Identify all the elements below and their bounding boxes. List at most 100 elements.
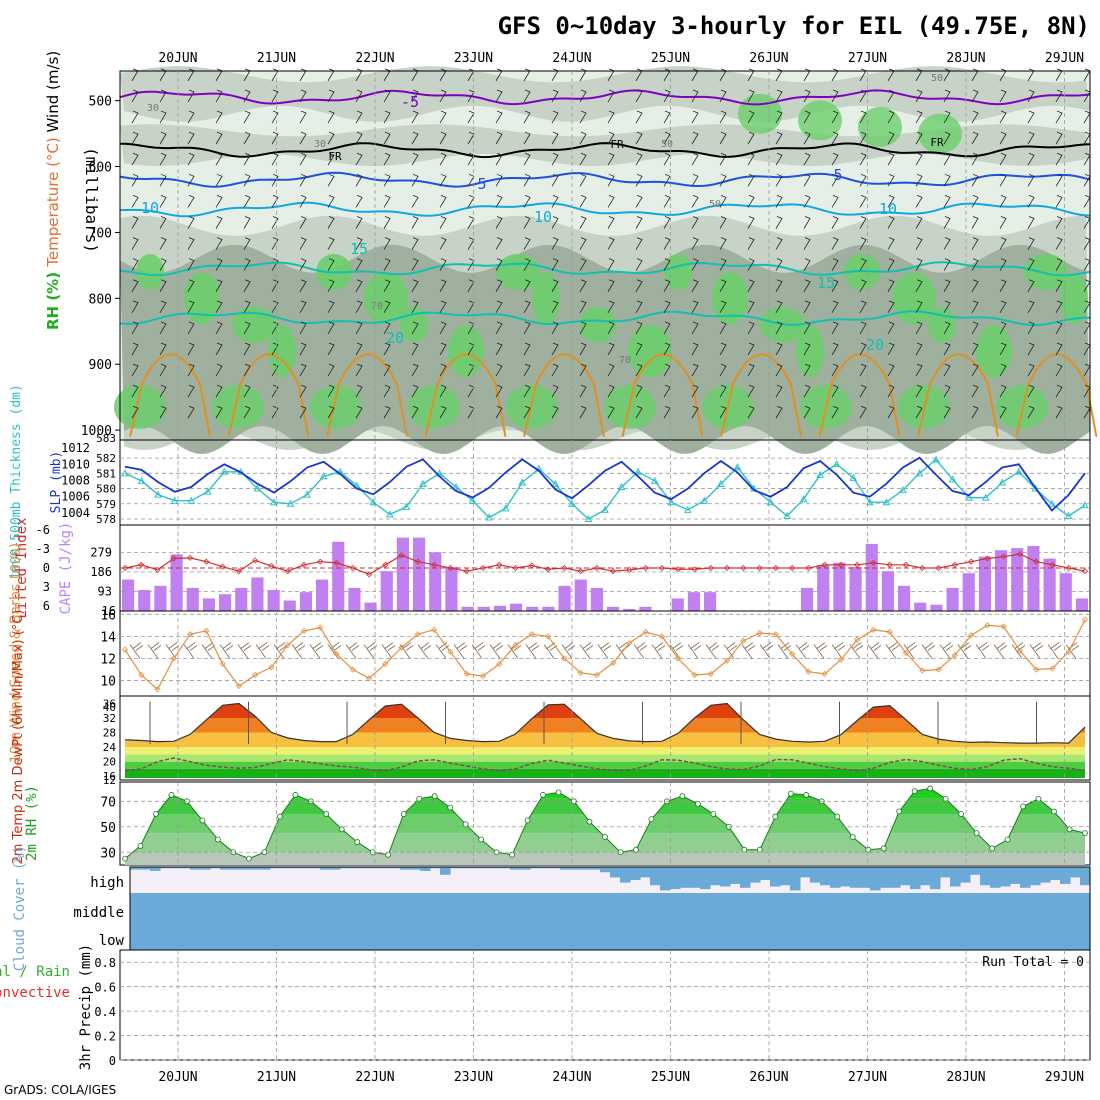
thickness-marker [203,487,212,495]
cloud-high-bar [520,867,531,870]
cloud-high-bar [240,867,251,870]
wind-barb [355,131,363,145]
wind-barb [803,384,811,398]
wind-barb [635,89,643,103]
wind-barb [187,195,195,208]
lifted-marker [170,555,177,562]
wind-barb [383,258,391,271]
lifted-marker [756,564,763,572]
wind-marker [414,631,421,638]
cape-bar [930,604,943,611]
series-dewpt-line [124,757,1086,772]
wind-marker [658,633,666,640]
wind-barb [691,195,699,208]
wind-barb [551,89,559,103]
cloud-high-bar [1020,867,1031,888]
rh-marker [710,811,717,817]
wind-barb [187,342,195,356]
wind-barb [747,279,755,292]
cloud-high-bar [320,867,331,870]
wind-barb [355,152,363,166]
wind-marker [642,628,649,636]
wind-barb [159,110,167,124]
wind-barb [327,237,335,250]
wind-barb [411,152,419,166]
wind-barb [607,384,615,398]
cape-bar [914,602,927,611]
wind-barb [831,279,839,292]
y-tick-label: 1004 [61,506,90,520]
wind-barb [1027,258,1035,271]
wind-marker [805,668,812,675]
thickness-marker [137,476,146,484]
wind-barb [831,384,839,398]
wind-barb [299,195,307,208]
wind-marker [138,671,145,679]
lifted-marker [984,555,991,562]
cloud-high-bar [220,867,231,870]
wind-barb [159,300,167,314]
wind-barb [775,195,783,208]
wind-barb [159,89,167,103]
wind-barb [579,152,587,166]
wind-barb [299,131,307,145]
contour-label: 30 [147,103,159,114]
wind-barb [187,152,195,166]
wind-barb [159,384,167,398]
thickness-marker [766,498,775,506]
wind-barb [635,342,643,356]
cape-bar [154,585,167,611]
wind-barb [495,384,503,398]
wind-barb [327,300,335,314]
wind-barb [523,131,531,145]
rh-marker [1035,795,1042,802]
y-tick-label: 20 [103,756,116,769]
wind-barb [579,216,587,229]
cloud-high-bar [730,867,741,884]
y-tick-label: 1010 [61,457,90,471]
wind-barb [1027,195,1035,208]
wind-barb [859,321,867,335]
cape-bar [881,571,894,611]
wind-barb [187,321,195,335]
y-tick-label: 578 [96,513,116,526]
wind-barb [747,384,755,398]
wind-barb [411,342,419,356]
cape-bar [671,598,684,611]
wind-barb [759,642,774,659]
wind-barb [131,321,139,335]
cloud-high-bar [710,867,721,886]
lifted-marker [463,568,470,575]
wind-barb [607,237,615,250]
cape-bar [186,587,199,611]
wind-barb [551,110,559,124]
wind-barb [887,321,895,335]
cloud-high-bar [260,867,271,870]
y-tick-label: 1006 [61,490,90,504]
wind-barb [215,321,223,335]
wind-barb [607,363,615,377]
wind-barb [719,131,727,145]
wind-barb [607,110,615,124]
wind-barb [607,405,615,419]
wind-barb [719,405,727,419]
cape-bar [413,537,426,611]
cape-bar [801,587,814,611]
cape-bar [493,605,506,611]
wind-barb [635,258,643,271]
thickness-marker [385,510,394,518]
wind-barb [887,342,895,356]
wind-barb [467,342,475,356]
isotherm-line [129,353,211,437]
wind-barb [495,300,503,314]
y-axis-label: 10m Wind Speed & Barbs (m/s) [8,543,24,763]
wind-barb [355,279,363,292]
rh-marker [555,789,562,796]
thickness-marker [899,486,907,494]
rh-marker [958,811,965,817]
wind-barb [131,384,139,398]
wind-barb [887,279,895,292]
cloud-high-bar [160,867,171,869]
y-tick-label: 40 [103,701,116,714]
thickness-marker [568,499,576,507]
